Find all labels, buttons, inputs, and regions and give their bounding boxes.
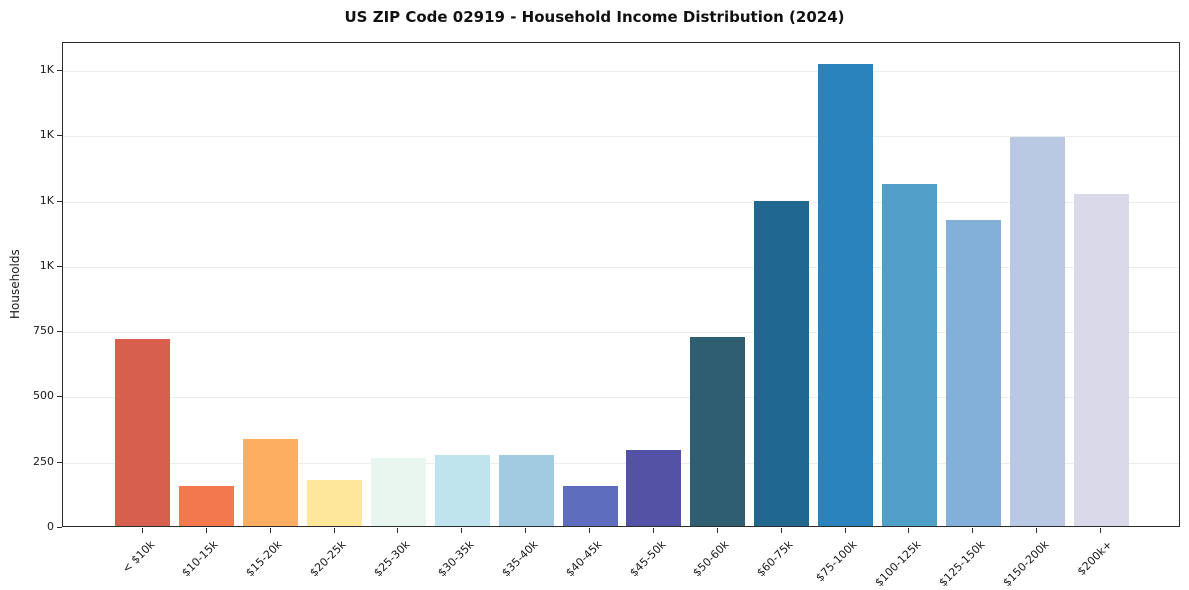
- x-tick-mark: [525, 528, 527, 533]
- y-tick-label: 250: [33, 454, 54, 468]
- bar: [179, 485, 235, 526]
- gridline: [63, 332, 1179, 334]
- x-tick-label: $25-30k: [371, 538, 413, 580]
- x-tick-label: $150-200k: [1000, 538, 1052, 590]
- y-tick-mark: [57, 135, 62, 137]
- y-tick-label: 1K: [39, 193, 54, 207]
- y-tick-mark: [57, 200, 62, 202]
- bar: [370, 458, 426, 526]
- x-tick-mark: [652, 528, 654, 533]
- bar: [243, 438, 299, 526]
- x-tick-mark: [716, 528, 718, 533]
- y-tick-label: 750: [33, 324, 54, 338]
- x-tick-mark: [908, 528, 910, 533]
- y-tick-label: 1K: [39, 128, 54, 142]
- x-tick-label: $125-150k: [936, 538, 988, 590]
- y-tick-label: 1K: [39, 62, 54, 76]
- x-tick-label: $15-20k: [243, 538, 285, 580]
- y-tick-label: 0: [47, 520, 54, 533]
- bar: [881, 183, 937, 526]
- x-tick-label: $60-75k: [754, 538, 796, 580]
- y-tick-mark: [57, 527, 62, 528]
- x-tick-mark: [1036, 528, 1038, 533]
- x-tick-mark: [972, 528, 974, 533]
- gridline: [63, 70, 1179, 72]
- bar: [945, 220, 1001, 526]
- x-tick-label: $100-125k: [872, 538, 924, 590]
- x-tick-mark: [205, 528, 207, 533]
- x-tick-label: $40-45k: [562, 538, 605, 580]
- x-tick-label: $35-40k: [499, 538, 541, 580]
- x-tick-label: $75-100k: [813, 538, 860, 585]
- bar: [307, 480, 363, 526]
- bar: [1073, 194, 1129, 526]
- x-tick-mark: [844, 528, 846, 533]
- y-tick-mark: [57, 331, 62, 333]
- bar: [818, 63, 874, 526]
- plot-area: [62, 42, 1180, 527]
- x-tick-mark: [333, 528, 335, 533]
- bar: [562, 485, 618, 526]
- bar: [626, 450, 682, 526]
- x-tick-mark: [1100, 528, 1102, 533]
- x-tick-label: < $10k: [119, 538, 158, 576]
- bar: [434, 455, 490, 526]
- gridline: [63, 462, 1179, 464]
- x-tick-label: $50-60k: [690, 538, 733, 580]
- chart-title: US ZIP Code 02919 - Household Income Dis…: [344, 8, 845, 26]
- y-tick-mark: [57, 461, 62, 463]
- x-tick-label: $200k+: [1075, 538, 1116, 579]
- x-tick-mark: [397, 528, 399, 533]
- x-tick-mark: [589, 528, 591, 533]
- bar: [115, 339, 171, 526]
- x-tick-label: $30-35k: [435, 538, 477, 580]
- y-tick-mark: [57, 69, 62, 71]
- y-tick-mark: [57, 265, 62, 267]
- x-tick-mark: [141, 528, 143, 533]
- gridline: [63, 397, 1179, 399]
- x-tick-mark: [461, 528, 463, 533]
- y-tick-label: 1K: [39, 258, 54, 272]
- gridline: [63, 266, 1179, 268]
- bar: [1009, 136, 1065, 526]
- gridline: [63, 201, 1179, 203]
- gridline: [63, 136, 1179, 138]
- x-tick-mark: [269, 528, 271, 533]
- y-tick-mark: [57, 396, 62, 398]
- x-tick-mark: [780, 528, 782, 533]
- y-tick-label: 500: [33, 389, 54, 403]
- bar: [690, 336, 746, 526]
- x-tick-label: $10-15k: [179, 538, 222, 580]
- bar: [498, 455, 554, 526]
- x-tick-label: $20-25k: [307, 538, 349, 580]
- bar: [754, 200, 810, 526]
- x-tick-label: $45-50k: [626, 538, 669, 580]
